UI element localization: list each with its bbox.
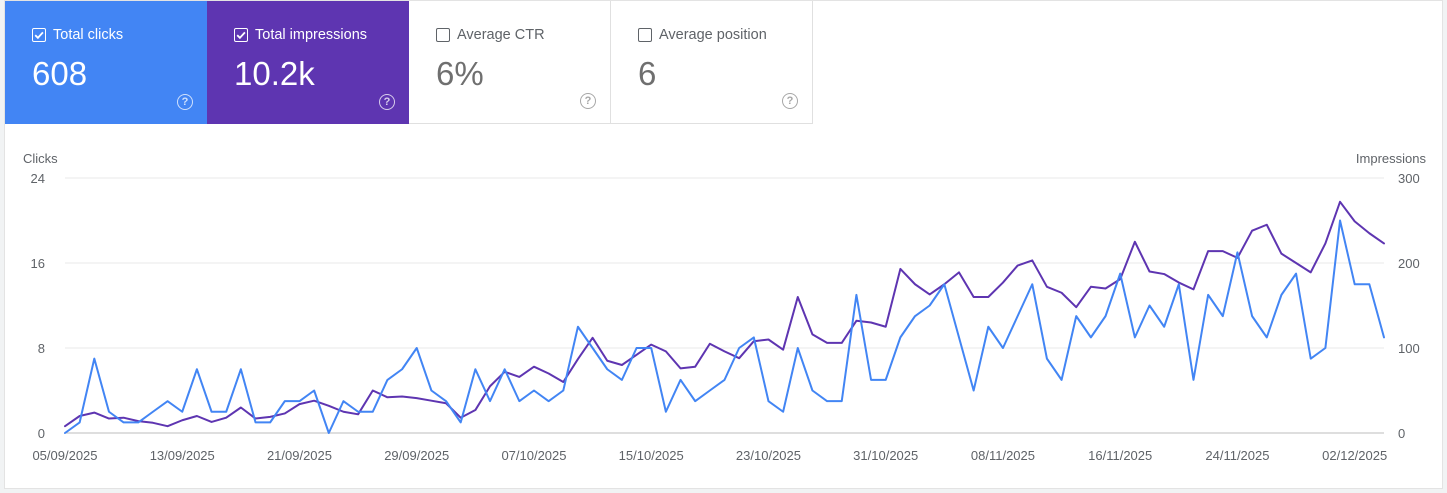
total-clicks-header: Total clicks: [32, 27, 123, 43]
left-axis-tick-label: 24: [31, 171, 45, 186]
left-axis-tick-label: 8: [38, 341, 45, 356]
help-icon[interactable]: ?: [379, 94, 395, 110]
checkbox-unchecked-icon[interactable]: [638, 28, 652, 42]
total-clicks-value: 608: [32, 55, 88, 92]
average-ctr-header: Average CTR: [436, 27, 545, 43]
help-icon[interactable]: ?: [580, 93, 596, 109]
x-axis-tick-label: 15/10/2025: [619, 448, 684, 463]
checkbox-unchecked-icon[interactable]: [436, 28, 450, 42]
metric-cards: Total clicks 608 ? Total impressions 10.…: [5, 1, 813, 124]
total-clicks-label: Total clicks: [53, 27, 124, 43]
right-axis-title: Impressions: [1356, 151, 1427, 166]
total-impressions-value: 10.2k: [234, 55, 315, 92]
average-position-header: Average position: [638, 27, 767, 43]
average-position-card[interactable]: Average position 6 ?: [611, 1, 813, 124]
average-ctr-card[interactable]: Average CTR 6% ?: [409, 1, 611, 124]
x-axis-tick-label: 13/09/2025: [150, 448, 215, 463]
left-axis-title: Clicks: [23, 151, 58, 166]
performance-chart: 0 8 16 24 0 100 200 300 Clicks Impressions 05/09/2…: [23, 151, 1427, 463]
right-axis-tick-label: 200: [1398, 256, 1420, 271]
right-axis-tick-label: 0: [1398, 426, 1405, 441]
right-axis-tick-label: 300: [1398, 171, 1420, 186]
total-impressions-line: [64, 200, 1385, 428]
help-icon[interactable]: ?: [782, 93, 798, 109]
x-axis-tick-label: 21/09/2025: [267, 448, 332, 463]
average-position-label: Average position: [659, 27, 767, 43]
performance-card: Total clicks 608 ? Total impressions 10.…: [4, 0, 1443, 489]
x-axis-tick-label: 24/11/2025: [1205, 448, 1269, 463]
x-axis-tick-label: 02/12/2025: [1322, 448, 1387, 463]
average-ctr-value: 6%: [436, 55, 484, 92]
left-axis-tick-label: 0: [38, 426, 45, 441]
x-axis-tick-label: 07/10/2025: [501, 448, 566, 463]
left-axis-tick-label: 16: [31, 256, 45, 271]
checkbox-checked-icon[interactable]: [32, 28, 46, 42]
total-impressions-label: Total impressions: [255, 27, 368, 43]
x-axis-tick-label: 16/11/2025: [1088, 448, 1152, 463]
help-icon[interactable]: ?: [177, 94, 193, 110]
x-axis-tick-label: 05/09/2025: [32, 448, 97, 463]
checkbox-checked-icon[interactable]: [234, 28, 248, 42]
right-axis-tick-label: 100: [1398, 341, 1420, 356]
average-position-value: 6: [638, 55, 657, 92]
x-axis-tick-label: 31/10/2025: [853, 448, 918, 463]
x-axis-tick-label: 29/09/2025: [384, 448, 449, 463]
total-impressions-card[interactable]: Total impressions 10.2k ?: [207, 1, 409, 124]
total-clicks-card[interactable]: Total clicks 608 ?: [5, 1, 207, 124]
total-impressions-header: Total impressions: [234, 27, 367, 43]
x-axis-tick-label: 23/10/2025: [736, 448, 801, 463]
x-axis-tick-label: 08/11/2025: [971, 448, 1035, 463]
average-ctr-label: Average CTR: [457, 27, 545, 43]
total-clicks-line: [64, 219, 1385, 434]
